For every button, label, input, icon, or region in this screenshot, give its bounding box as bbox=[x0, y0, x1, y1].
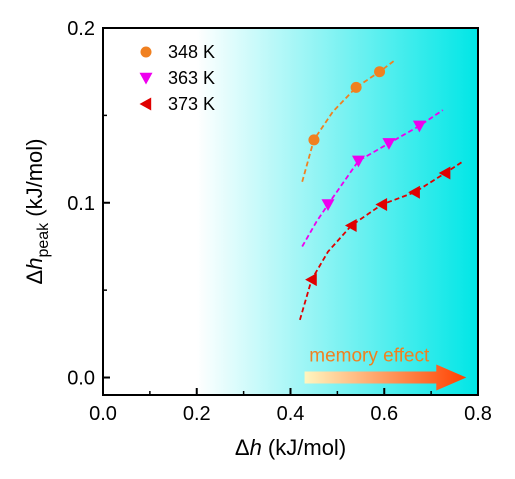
data-point-2-1 bbox=[321, 199, 335, 212]
data-point-3-5 bbox=[438, 166, 451, 180]
legend: 348 K 363 K 373 K bbox=[139, 42, 215, 114]
fit-curve-3 bbox=[299, 160, 465, 321]
x-tick-label-0: 0.0 bbox=[89, 403, 117, 425]
x-tick-label-4: 0.8 bbox=[464, 403, 492, 425]
data-point-3-2 bbox=[344, 218, 357, 232]
data-point-3-3 bbox=[375, 198, 388, 212]
x-axis-label-symbol: h bbox=[250, 435, 262, 460]
x-tick-label-1: 0.2 bbox=[183, 403, 211, 425]
x-tick-label-2: 0.4 bbox=[277, 403, 305, 425]
x-axis-ticks: 0.0 0.2 0.4 0.6 0.8 bbox=[89, 388, 492, 425]
data-point-1-2 bbox=[350, 81, 362, 93]
arrow-shape bbox=[304, 364, 467, 391]
annotation-memory-effect: memory effect bbox=[309, 346, 430, 367]
x-axis-label: Δh (kJ/mol) bbox=[235, 435, 346, 460]
legend-marker-1 bbox=[140, 46, 152, 58]
legend-marker-3 bbox=[139, 97, 152, 111]
y-axis-label-unit: (kJ/mol) bbox=[22, 139, 47, 223]
data-point-2-4 bbox=[412, 120, 426, 133]
y-axis-label: Δhpeak (kJ/mol) bbox=[22, 139, 52, 285]
legend-label-3: 373 K bbox=[168, 94, 215, 114]
fit-curve-1 bbox=[301, 60, 395, 183]
data-point-3-1 bbox=[305, 273, 317, 287]
x-tick-label-3: 0.6 bbox=[370, 403, 398, 425]
legend-marker-2 bbox=[139, 72, 153, 85]
data-point-2-3 bbox=[382, 138, 396, 150]
y-tick-label-2: 0.2 bbox=[67, 18, 95, 40]
data-points bbox=[305, 66, 451, 287]
y-axis-label-symbol: h bbox=[22, 258, 47, 270]
data-point-1-1 bbox=[308, 134, 320, 146]
data-point-2-2 bbox=[351, 155, 365, 168]
x-axis-label-delta: Δ bbox=[235, 435, 250, 460]
y-axis-ticks: 0.0 0.1 0.2 bbox=[67, 18, 110, 390]
y-axis-label-subscript: peak bbox=[35, 222, 52, 258]
legend-label-1: 348 K bbox=[168, 42, 215, 62]
plot-background bbox=[103, 28, 478, 395]
y-axis-label-delta: Δ bbox=[22, 269, 47, 284]
y-tick-label-0: 0.0 bbox=[67, 368, 95, 390]
memory-effect-arrow bbox=[304, 364, 467, 391]
data-point-3-4 bbox=[408, 185, 420, 199]
x-axis-label-unit: (kJ/mol) bbox=[262, 435, 346, 460]
y-tick-label-1: 0.1 bbox=[67, 193, 95, 215]
data-point-1-3 bbox=[374, 66, 386, 78]
legend-label-2: 363 K bbox=[168, 68, 215, 88]
